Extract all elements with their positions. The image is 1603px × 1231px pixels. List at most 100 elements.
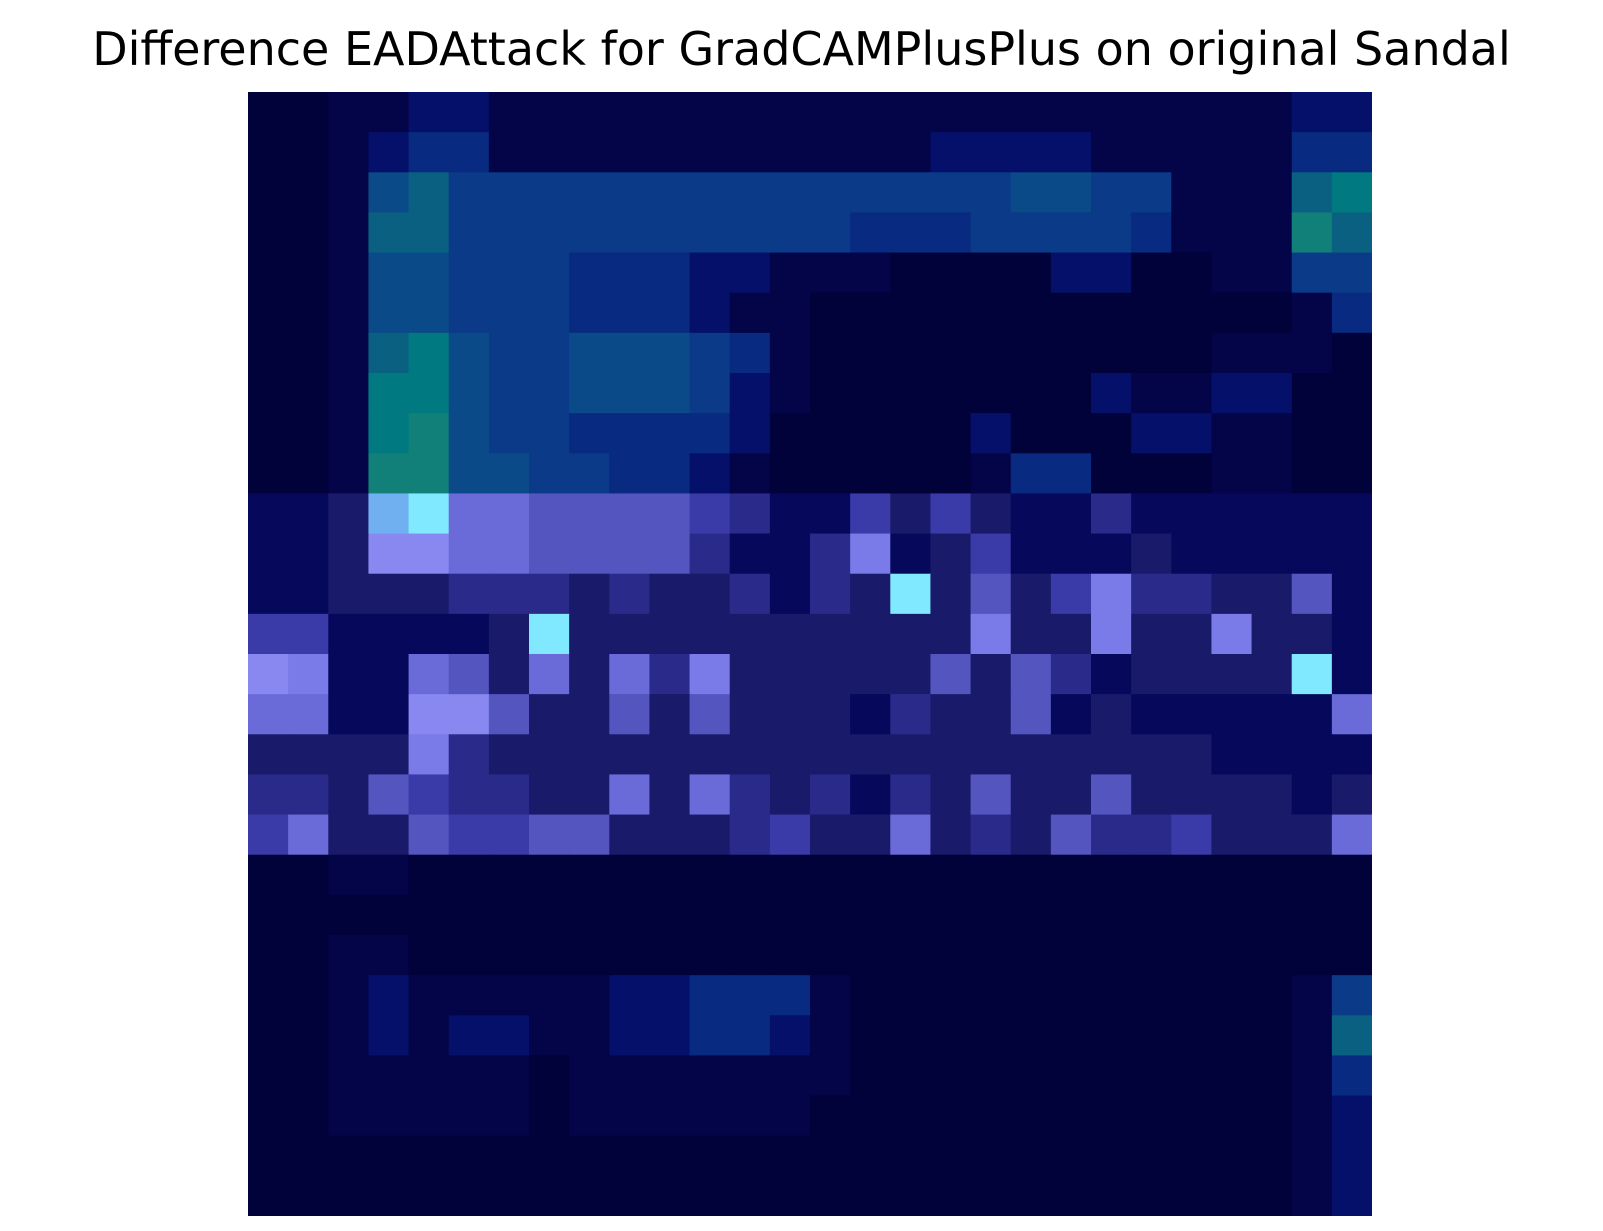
heatmap-cell (769, 1015, 811, 1057)
heatmap-cell (1050, 975, 1092, 1016)
heatmap-cell (1091, 694, 1132, 735)
heatmap-cell (970, 453, 1012, 495)
heatmap-cell (689, 694, 731, 735)
heatmap-cell (890, 814, 932, 856)
heatmap-cell (1091, 613, 1132, 655)
heatmap-cell (328, 132, 370, 173)
heatmap-cell (1131, 1175, 1172, 1216)
heatmap-cell (930, 292, 972, 334)
heatmap-cell (328, 894, 370, 936)
heatmap-cell (1010, 573, 1052, 615)
heatmap-cell (488, 1015, 530, 1057)
heatmap-cell (890, 694, 932, 735)
heatmap-cell (1211, 774, 1253, 816)
heatmap-cell (930, 1015, 972, 1057)
heatmap-cell (609, 1175, 651, 1216)
heatmap-cell (1050, 573, 1092, 615)
heatmap-cell (1291, 613, 1333, 655)
heatmap-cell (689, 292, 731, 334)
heatmap-cell (1291, 332, 1333, 374)
heatmap-cell (1010, 1015, 1052, 1057)
heatmap-cell (890, 1175, 932, 1216)
heatmap-cell (769, 332, 811, 374)
heatmap-cell (1091, 1095, 1132, 1137)
heatmap-cell (1171, 814, 1213, 856)
heatmap-cell (890, 573, 932, 615)
heatmap-cell (890, 453, 932, 495)
heatmap-cell (288, 975, 329, 1016)
heatmap-cell (769, 734, 811, 776)
heatmap-cell (1211, 1135, 1253, 1177)
heatmap-cell (1050, 854, 1092, 896)
heatmap-cell (1171, 292, 1213, 334)
heatmap-cell (248, 172, 289, 214)
heatmap-cell (689, 413, 731, 454)
heatmap-cell (328, 1055, 370, 1097)
heatmap-cell (930, 613, 972, 655)
heatmap-cell (1291, 1095, 1333, 1137)
heatmap-cell (769, 212, 811, 254)
heatmap-cell (529, 1095, 570, 1137)
heatmap-cell (248, 1135, 289, 1177)
heatmap-cell (689, 1055, 731, 1097)
heatmap-cell (970, 774, 1012, 816)
heatmap-cell (1251, 654, 1293, 695)
heatmap-cell (970, 573, 1012, 615)
heatmap-cell (328, 1095, 370, 1137)
heatmap-cell (810, 1135, 851, 1177)
heatmap-cell (1050, 1055, 1092, 1097)
heatmap-cell (328, 935, 370, 976)
heatmap-cell (1251, 292, 1293, 334)
heatmap-cell (729, 453, 771, 495)
heatmap-cell (1331, 894, 1372, 936)
heatmap-cell (328, 92, 370, 133)
heatmap-cell (368, 533, 410, 575)
heatmap-cell (1131, 172, 1172, 214)
heatmap-cell (1010, 453, 1052, 495)
heatmap-cell (1010, 1095, 1052, 1137)
heatmap-cell (970, 212, 1012, 254)
heatmap-cell (970, 292, 1012, 334)
heatmap-cell (729, 694, 771, 735)
heatmap-cell (1171, 694, 1213, 735)
heatmap-cell (930, 1175, 972, 1216)
heatmap-cell (248, 814, 289, 856)
heatmap-cell (810, 453, 851, 495)
heatmap-cell (649, 212, 691, 254)
heatmap-cell (850, 1135, 891, 1177)
heatmap-cell (890, 774, 932, 816)
heatmap-cell (649, 975, 691, 1016)
heatmap-cell (850, 734, 891, 776)
heatmap-cell (448, 654, 490, 695)
heatmap-cell (930, 894, 972, 936)
heatmap-cell (890, 854, 932, 896)
heatmap-cell (1010, 172, 1052, 214)
heatmap-cell (1291, 132, 1333, 173)
heatmap-cell (529, 573, 570, 615)
heatmap-cell (529, 212, 570, 254)
heatmap-cell (1171, 413, 1213, 454)
heatmap-cell (810, 774, 851, 816)
heatmap-cell (1251, 92, 1293, 133)
heatmap-cell (930, 332, 972, 374)
heatmap-cell (609, 332, 651, 374)
heatmap-cell (1091, 373, 1132, 414)
heatmap-cell (850, 814, 891, 856)
heatmap-cell (729, 894, 771, 936)
heatmap-cell (448, 854, 490, 896)
heatmap-cell (408, 292, 450, 334)
heatmap-cell (1291, 573, 1333, 615)
heatmap-cell (408, 413, 450, 454)
heatmap-cell (810, 413, 851, 454)
heatmap-cell (408, 854, 450, 896)
heatmap-cell (689, 373, 731, 414)
heatmap-cell (1211, 654, 1253, 695)
heatmap-cell (1131, 774, 1172, 816)
heatmap-cell (1091, 975, 1132, 1016)
heatmap-cell (769, 373, 811, 414)
heatmap-cell (1251, 573, 1293, 615)
heatmap-cell (850, 573, 891, 615)
heatmap-cell (569, 894, 610, 936)
heatmap-cell (408, 373, 450, 414)
heatmap-cell (729, 292, 771, 334)
